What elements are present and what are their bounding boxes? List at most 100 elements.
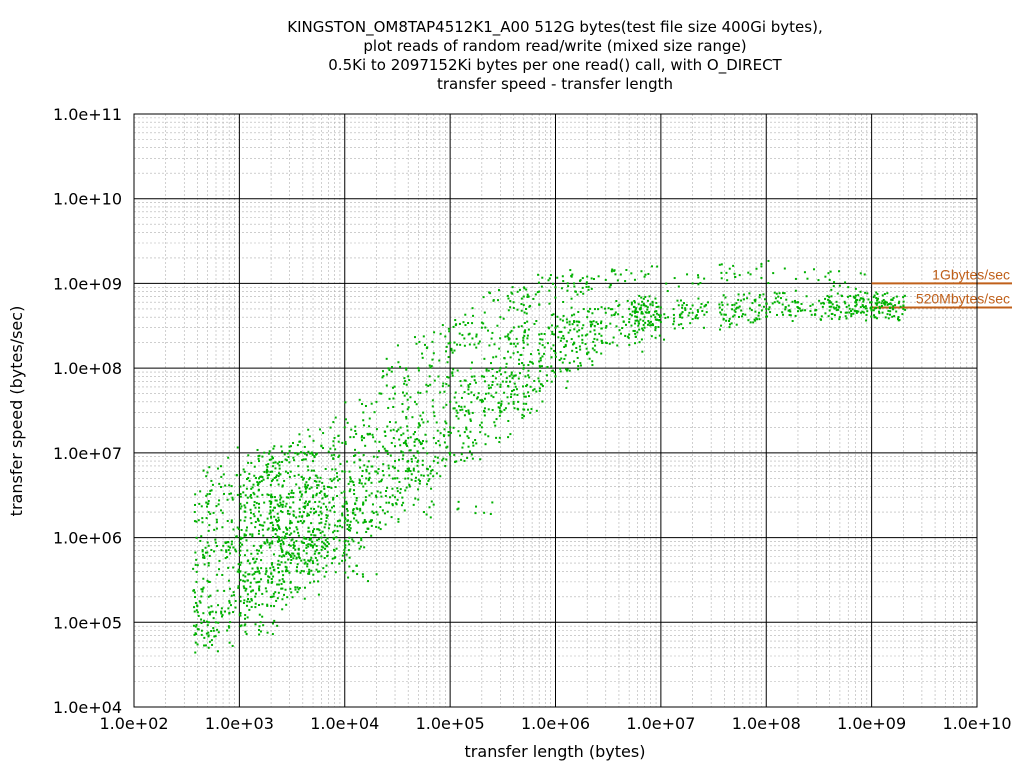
data-point xyxy=(565,368,568,371)
data-point xyxy=(634,319,637,322)
data-point xyxy=(630,314,633,317)
data-point xyxy=(239,507,242,510)
data-point xyxy=(584,343,587,346)
data-point xyxy=(556,325,559,328)
data-point xyxy=(314,550,317,553)
data-point xyxy=(322,542,325,545)
data-point xyxy=(328,486,331,489)
data-point xyxy=(720,271,723,274)
data-point xyxy=(436,456,439,459)
data-point xyxy=(765,302,768,305)
data-point xyxy=(638,294,641,297)
data-point xyxy=(593,324,596,327)
data-point xyxy=(242,602,245,605)
data-point xyxy=(271,521,274,524)
data-point xyxy=(874,316,877,319)
data-point xyxy=(498,441,501,444)
data-point xyxy=(508,380,511,383)
data-point xyxy=(445,422,448,425)
data-point xyxy=(361,573,364,576)
data-point xyxy=(269,596,272,599)
data-point xyxy=(666,290,669,293)
data-point xyxy=(541,276,544,279)
data-point xyxy=(208,640,211,643)
data-point xyxy=(467,436,470,439)
data-point xyxy=(655,306,658,309)
data-point xyxy=(600,320,603,323)
data-point xyxy=(645,311,648,314)
data-point xyxy=(600,352,603,355)
data-point xyxy=(207,580,210,583)
data-point xyxy=(195,520,198,523)
data-point xyxy=(400,504,403,507)
data-point xyxy=(648,295,651,298)
data-point xyxy=(247,461,250,464)
data-point xyxy=(367,479,370,482)
data-point xyxy=(200,588,203,591)
data-point xyxy=(239,611,242,614)
data-point xyxy=(326,555,329,558)
data-point xyxy=(261,455,264,458)
data-point xyxy=(483,397,486,400)
data-point xyxy=(272,536,275,539)
data-point xyxy=(470,401,473,404)
data-point xyxy=(779,297,782,300)
data-point xyxy=(570,338,573,341)
data-point xyxy=(540,332,543,335)
data-point xyxy=(728,323,731,326)
data-point xyxy=(507,436,510,439)
data-point xyxy=(443,390,446,393)
data-point xyxy=(596,338,599,341)
data-point xyxy=(616,344,619,347)
data-point xyxy=(265,567,268,570)
data-point xyxy=(282,574,285,577)
data-point xyxy=(416,450,419,453)
data-point xyxy=(356,531,359,534)
data-point xyxy=(587,285,590,288)
data-point xyxy=(820,302,823,305)
data-point xyxy=(250,496,253,499)
data-point xyxy=(830,305,833,308)
data-point xyxy=(500,373,503,376)
data-point xyxy=(694,317,697,320)
data-point xyxy=(902,300,905,303)
data-point xyxy=(349,477,352,480)
data-point xyxy=(278,554,281,557)
data-point xyxy=(510,393,513,396)
data-point xyxy=(208,613,211,616)
data-point xyxy=(550,380,553,383)
data-point xyxy=(246,501,249,504)
data-point xyxy=(392,437,395,440)
data-point xyxy=(233,594,236,597)
data-point xyxy=(529,353,532,356)
data-point xyxy=(317,538,320,541)
data-point xyxy=(319,510,322,513)
data-point xyxy=(755,317,758,320)
data-point xyxy=(464,313,467,316)
data-point xyxy=(651,300,654,303)
data-point xyxy=(231,498,234,501)
data-point xyxy=(198,502,201,505)
data-point xyxy=(368,432,371,435)
data-point xyxy=(370,520,373,523)
data-point xyxy=(640,338,643,341)
data-point xyxy=(386,452,389,455)
data-point xyxy=(323,487,326,490)
data-point xyxy=(491,383,494,386)
data-point xyxy=(253,474,256,477)
data-point xyxy=(300,569,303,572)
data-point xyxy=(483,410,486,413)
data-point xyxy=(288,506,291,509)
data-point xyxy=(393,385,396,388)
data-point xyxy=(206,505,209,508)
data-point xyxy=(299,520,302,523)
data-point xyxy=(548,289,551,292)
data-point xyxy=(296,591,299,594)
data-point xyxy=(681,311,684,314)
data-point xyxy=(314,474,317,477)
data-point xyxy=(271,562,274,565)
data-point xyxy=(888,313,891,316)
data-point xyxy=(318,480,321,483)
data-point xyxy=(609,284,612,287)
data-point xyxy=(820,318,823,321)
